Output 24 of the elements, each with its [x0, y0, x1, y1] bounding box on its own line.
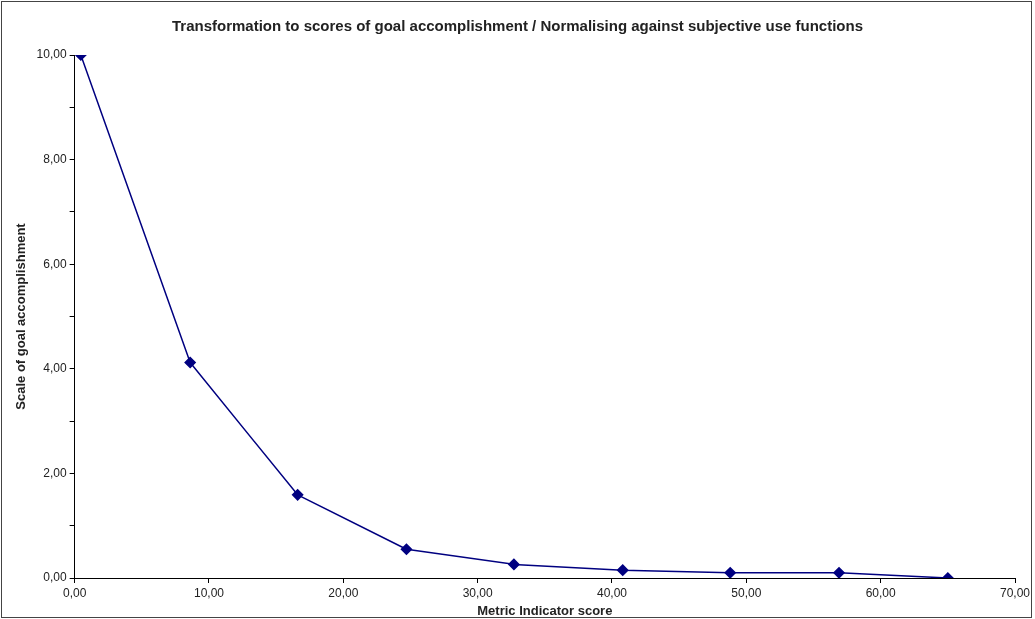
point [833, 567, 845, 578]
x-tick-label: 30,00 [462, 585, 493, 600]
x-tick-label: 0,00 [62, 585, 87, 600]
point [184, 356, 196, 369]
point [291, 489, 304, 501]
point [724, 567, 736, 578]
y-tick-label: 8,00 [43, 151, 67, 166]
y-tick-label: 10,00 [36, 47, 67, 62]
x-axis-title: Metric Indicator score [477, 602, 613, 618]
x-tick-label: 10,00 [193, 585, 225, 600]
y-tick-label: 6,00 [43, 256, 67, 271]
y-tick-label: 0,00 [43, 570, 67, 585]
point [508, 558, 520, 571]
y-tick-label: 2,00 [43, 465, 67, 480]
y-axis-title: Scale of goal accomplishment [13, 222, 29, 410]
x-tick-label: 20,00 [328, 585, 359, 600]
x-tick-label: 40,00 [596, 585, 628, 600]
point [616, 564, 629, 576]
y-tick-label: 4,00 [43, 361, 67, 376]
point [400, 543, 413, 555]
chart-title: Transformation to scores of goal accomplishment / Normalising against subjective use functions [171, 16, 864, 36]
x-tick-label: 70,00 [999, 585, 1031, 600]
x-tick-label: 60,00 [865, 585, 896, 600]
x-tick-label: 50,00 [731, 585, 762, 600]
